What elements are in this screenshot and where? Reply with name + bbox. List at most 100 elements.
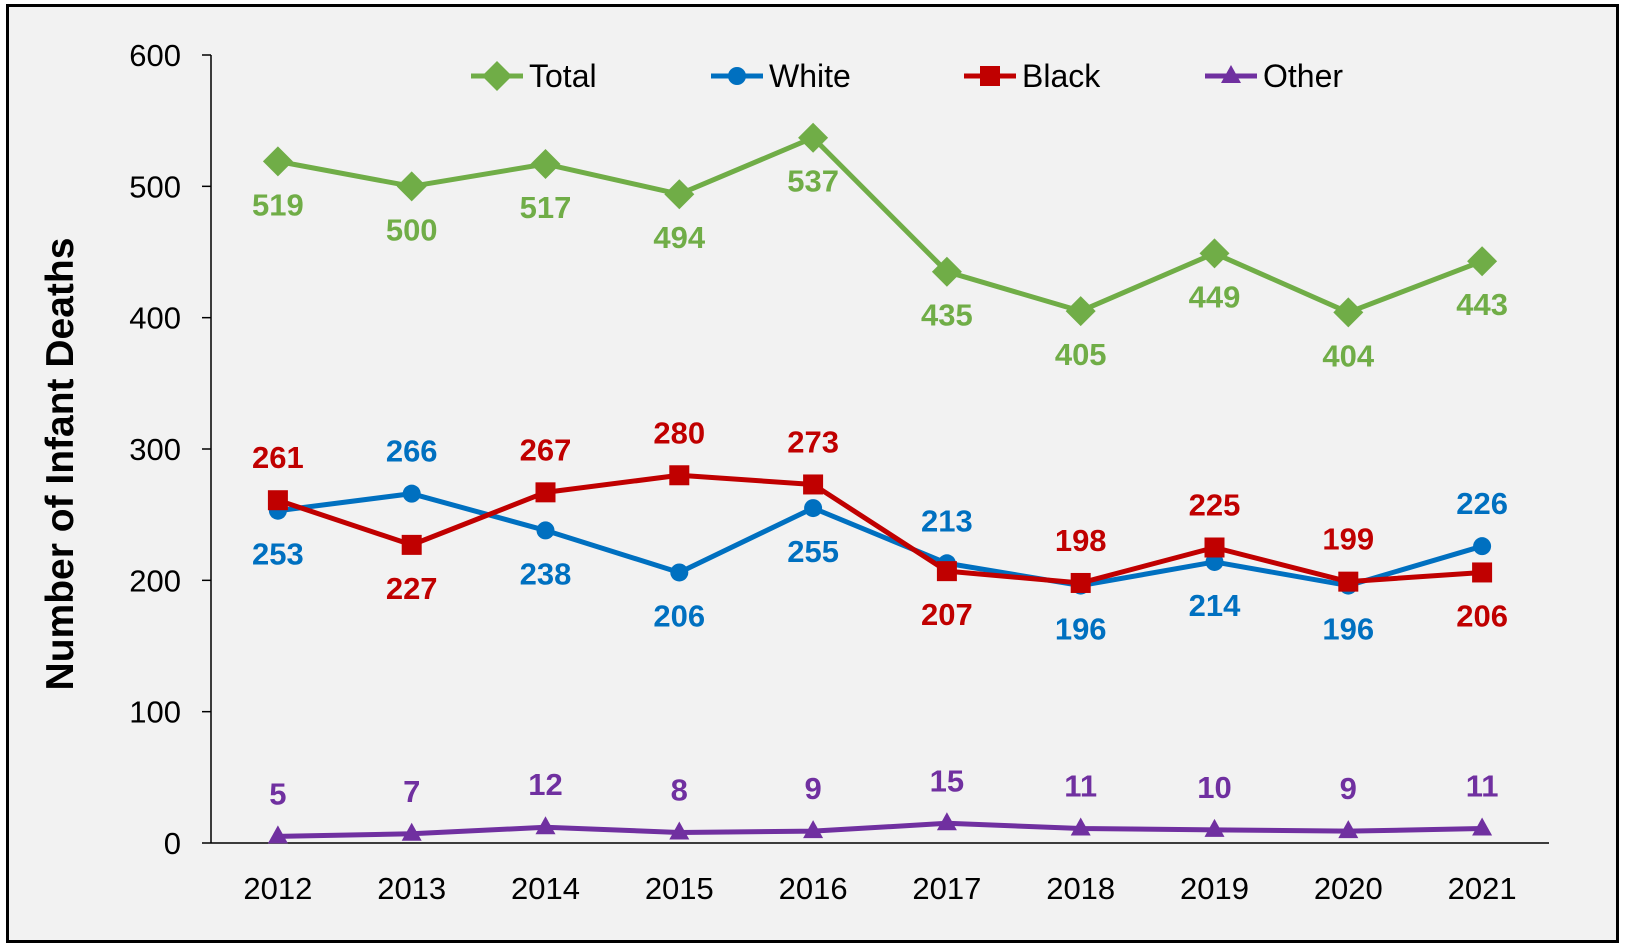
series-line-other [277, 820, 1483, 839]
data-label-other: 7 [403, 774, 420, 809]
data-labels: 519 500 517 494 537 435 405 449 404 443 253 266 238 2… [252, 164, 1508, 812]
legend-label-white: White [769, 58, 851, 94]
data-point-black [1204, 537, 1225, 558]
legend-item-total: Total [471, 58, 597, 94]
data-point-total [1199, 238, 1230, 269]
x-tick-label: 2020 [1314, 871, 1383, 906]
data-label-other: 9 [1340, 771, 1357, 806]
y-tick-label: 200 [129, 563, 181, 598]
data-point-other [1070, 817, 1091, 836]
data-label-total: 443 [1456, 287, 1508, 322]
legend-label-black: Black [1022, 58, 1101, 94]
data-point-other [936, 812, 957, 831]
legend-label-total: Total [529, 58, 597, 94]
data-label-total: 404 [1322, 338, 1374, 373]
data-point-total [664, 179, 695, 210]
series-line-white [277, 491, 1483, 589]
data-label-total: 537 [787, 164, 839, 199]
data-label-black: 280 [653, 415, 705, 450]
x-tick-label: 2021 [1448, 871, 1517, 906]
legend-item-black: Black [964, 58, 1101, 94]
data-point-white [402, 484, 421, 503]
data-label-white: 255 [787, 534, 839, 569]
data-label-other: 11 [1064, 769, 1097, 804]
data-label-other: 8 [671, 772, 688, 807]
x-tick-label: 2012 [243, 871, 312, 906]
data-label-black: 198 [1055, 523, 1107, 558]
series-line-total [277, 135, 1483, 315]
data-point-black [803, 474, 824, 495]
data-label-black: 207 [921, 597, 973, 632]
data-label-white: 196 [1055, 612, 1107, 647]
y-tick-label: 500 [129, 169, 181, 204]
data-point-white [670, 563, 689, 582]
legend-item-white: White [711, 58, 851, 94]
data-label-black: 261 [252, 440, 304, 475]
data-point-total [1065, 296, 1096, 327]
data-label-white: 206 [653, 598, 705, 633]
data-point-other [669, 821, 690, 840]
data-label-total: 500 [386, 212, 438, 247]
data-point-other [401, 822, 422, 841]
y-tick-label: 600 [129, 38, 181, 73]
data-label-white: 214 [1189, 588, 1241, 623]
data-point-total [798, 122, 829, 153]
data-point-total [396, 171, 427, 202]
data-label-other: 5 [269, 776, 286, 811]
y-tick-label: 0 [164, 826, 181, 861]
data-point-other [267, 825, 288, 844]
data-label-white: 238 [520, 556, 572, 591]
data-point-total [931, 256, 962, 287]
data-label-other: 10 [1197, 770, 1231, 805]
chart-frame: 0 100 200 300 400 500 600 2012 2013 2014 2015 2016… [6, 4, 1619, 943]
data-point-total [262, 146, 293, 177]
data-point-black [936, 561, 957, 582]
x-tick-label: 2015 [645, 871, 714, 906]
data-point-other [1338, 820, 1359, 839]
legend: Total White Black Other [471, 58, 1343, 94]
y-tick-labels: 0 100 200 300 400 500 600 [129, 38, 181, 861]
data-label-total: 405 [1055, 337, 1107, 372]
legend-marker-black [980, 66, 1000, 86]
data-point-other [1472, 817, 1493, 836]
data-label-total: 519 [252, 187, 304, 222]
data-point-white [536, 521, 555, 540]
legend-label-other: Other [1263, 58, 1343, 94]
data-label-black: 273 [787, 424, 839, 459]
data-label-white: 253 [252, 537, 304, 572]
y-tick-label: 300 [129, 432, 181, 467]
data-point-black [669, 465, 690, 486]
series-black [267, 465, 1493, 593]
data-point-white [1473, 537, 1492, 556]
data-label-white: 266 [386, 434, 438, 469]
data-label-black: 206 [1456, 598, 1508, 633]
x-tick-label: 2019 [1180, 871, 1249, 906]
series-line-black [277, 472, 1483, 586]
series-white [268, 484, 1492, 595]
legend-item-other: Other [1205, 58, 1343, 94]
data-label-black: 199 [1322, 522, 1374, 557]
x-tick-labels: 2012 2013 2014 2015 2016 2017 2018 2019 2020 2021 [243, 871, 1516, 906]
data-label-other: 11 [1466, 769, 1499, 804]
y-axis-label: Number of Infant Deaths [39, 238, 82, 691]
data-label-total: 517 [520, 190, 572, 225]
x-tick-label: 2018 [1046, 871, 1115, 906]
data-label-other: 15 [930, 763, 964, 798]
legend-marker-other [1221, 65, 1241, 83]
line-chart: 0 100 200 300 400 500 600 2012 2013 2014 2015 2016… [39, 38, 1549, 906]
data-point-other [535, 816, 556, 835]
data-label-black: 225 [1189, 488, 1241, 523]
x-tick-label: 2017 [912, 871, 981, 906]
data-point-black [535, 482, 556, 503]
data-point-other [803, 820, 824, 839]
data-label-black: 267 [520, 432, 572, 467]
data-point-total [1467, 246, 1498, 277]
series [262, 122, 1498, 844]
data-point-total [530, 149, 561, 180]
data-label-white: 226 [1456, 486, 1508, 521]
x-tick-label: 2014 [511, 871, 580, 906]
x-tick-label: 2016 [779, 871, 848, 906]
axes [202, 54, 1549, 844]
data-label-other: 9 [804, 771, 821, 806]
data-label-total: 435 [921, 298, 973, 333]
